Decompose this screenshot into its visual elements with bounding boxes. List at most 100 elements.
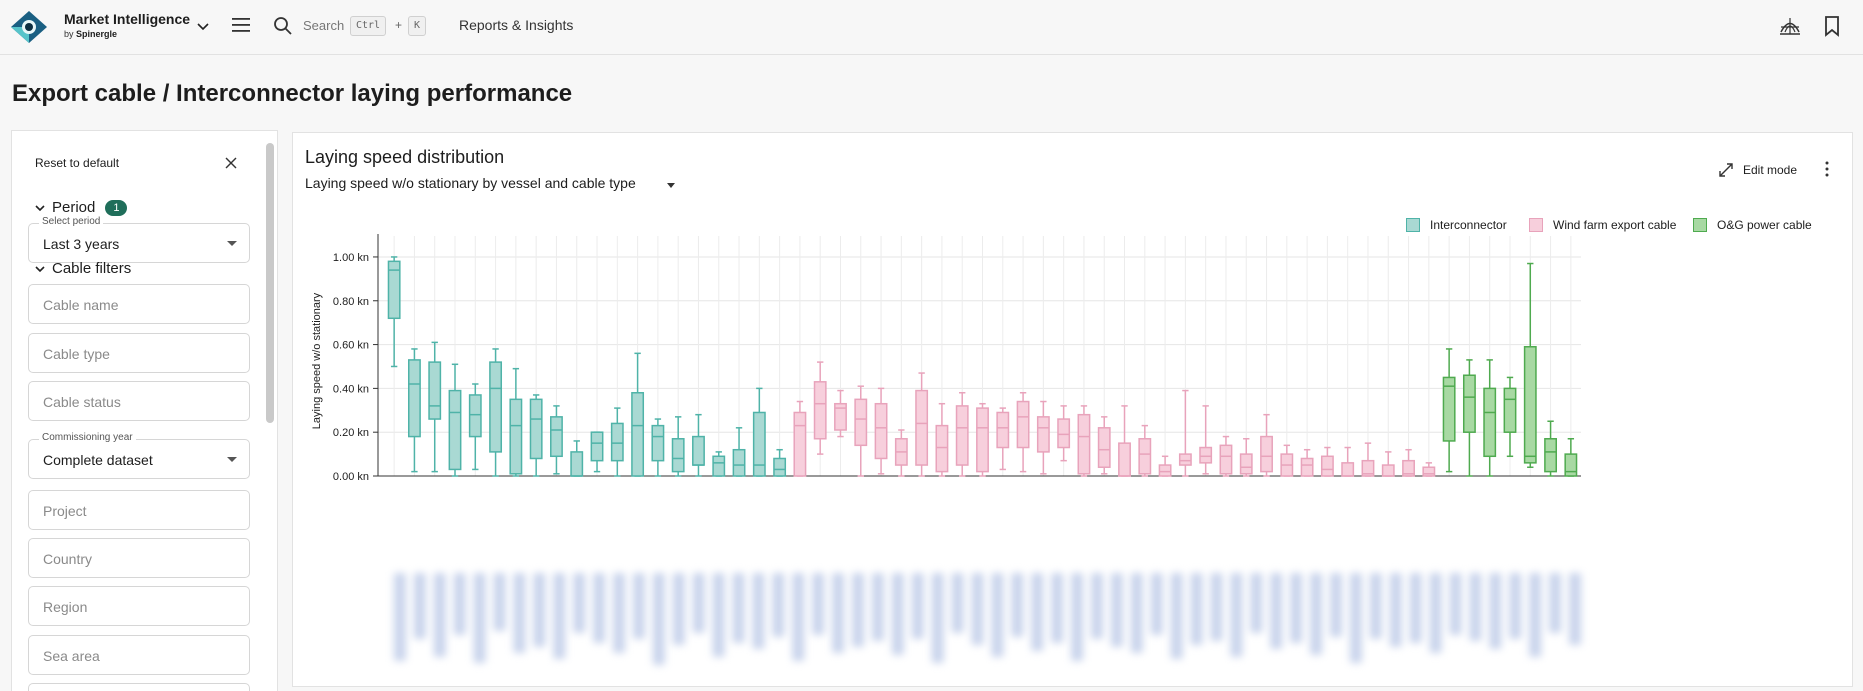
x-tick-label-blurred [1310,573,1323,655]
legend-item-og-power-cable[interactable]: O&G power cable [1693,217,1812,233]
box-interconnector[interactable] [489,348,503,477]
box-interconnector[interactable] [448,363,462,477]
box-wind-farm-export-cable[interactable] [1199,405,1213,475]
box-wind-farm-export-cable[interactable] [1097,416,1111,475]
hamburger-menu-icon[interactable] [232,17,250,33]
close-icon[interactable] [225,157,237,169]
box-wind-farm-export-cable[interactable] [1077,405,1091,477]
box-interconnector[interactable] [631,352,645,477]
app-switcher-chevron-icon[interactable] [196,19,210,33]
laying-speed-boxplot-chart: 0.00 kn 0.20 kn 0.40 kn 0.60 kn 0.80 kn 1.00 … [311,234,1581,483]
globe-icon[interactable] [1779,15,1801,37]
box-interconnector[interactable] [468,383,482,471]
box-wind-farm-export-cable[interactable] [935,402,949,477]
select-period-dropdown[interactable]: Select period Last 3 years [28,216,250,263]
box-interconnector[interactable] [408,348,421,473]
box-og-power-cable[interactable] [1503,376,1517,458]
box-og-power-cable[interactable] [1523,262,1537,468]
x-tick-label-blurred [1549,573,1562,633]
x-tick-label-blurred [453,573,466,635]
next-filter-field[interactable] [28,683,250,691]
expand-arrows-icon[interactable] [1718,162,1734,178]
box-interconnector[interactable] [590,431,604,473]
box-interconnector[interactable] [773,448,787,477]
x-tick-label-blurred [1469,573,1482,641]
reset-to-default-button[interactable]: Reset to default [35,156,120,170]
country-field[interactable]: Country [28,538,250,578]
box-wind-farm-export-cable[interactable] [854,385,868,477]
box-interconnector[interactable] [387,256,401,368]
box-wind-farm-export-cable[interactable] [874,387,888,475]
period-section-toggle[interactable]: Period 1 [34,199,128,216]
box-wind-farm-export-cable[interactable] [976,402,989,477]
legend-item-interconnector[interactable]: Interconnector [1406,217,1507,233]
box-interconnector[interactable] [752,387,766,477]
box-wind-farm-export-cable[interactable] [834,389,847,438]
box-wind-farm-export-cable[interactable] [1219,435,1233,477]
box-interconnector[interactable] [550,405,563,475]
project-field[interactable]: Project [28,490,250,530]
brand[interactable]: Market Intelligence by Spinergle [64,11,190,39]
box-wind-farm-export-cable[interactable] [1341,446,1355,477]
dropdown-caret-icon [227,457,237,462]
box-wind-farm-export-cable[interactable] [996,407,1010,471]
box-wind-farm-export-cable[interactable] [1118,405,1131,477]
box-interconnector[interactable] [692,413,705,477]
box-wind-farm-export-cable[interactable] [793,400,807,477]
box-wind-farm-export-cable[interactable] [1016,392,1030,473]
box-og-power-cable[interactable] [1544,420,1557,477]
box-wind-farm-export-cable[interactable] [1381,451,1395,477]
box-interconnector[interactable] [570,440,584,477]
box-wind-farm-export-cable[interactable] [1057,405,1071,462]
commissioning-year-dropdown[interactable]: Commissioning year Complete dataset [28,432,250,479]
box-interconnector[interactable] [732,427,746,477]
region-field[interactable]: Region [28,586,250,626]
box-og-power-cable[interactable] [1462,359,1476,477]
box-wind-farm-export-cable[interactable] [1158,455,1172,477]
box-interconnector[interactable] [509,367,523,477]
x-tick-label-blurred [1150,573,1163,635]
search-icon[interactable] [273,16,293,36]
brand-logo-icon[interactable] [10,10,48,44]
box-wind-farm-export-cable[interactable] [1361,442,1375,477]
box-og-power-cable[interactable] [1483,359,1497,477]
box-wind-farm-export-cable[interactable] [955,392,969,477]
box-wind-farm-export-cable[interactable] [1178,389,1192,477]
box-wind-farm-export-cable[interactable] [1036,400,1050,475]
box-interconnector[interactable] [712,451,726,477]
legend-item-wind-farm-export-cable[interactable]: Wind farm export cable [1529,217,1676,233]
cable-name-field[interactable]: Cable name [28,284,250,324]
sidebar-scrollbar[interactable] [266,143,274,423]
chart-metric-caret-icon[interactable] [667,183,675,188]
search-button-label[interactable]: Search [303,18,345,33]
box-interconnector[interactable] [610,407,624,477]
box-interconnector[interactable] [671,416,685,477]
cable-type-field[interactable]: Cable type [28,333,250,373]
sea-area-field[interactable]: Sea area [28,635,250,675]
box-og-power-cable[interactable] [1442,348,1456,473]
edit-mode-button[interactable]: Edit mode [1743,163,1798,177]
cable-filters-section-toggle[interactable]: Cable filters [34,260,131,277]
box-wind-farm-export-cable[interactable] [1239,438,1253,477]
nav-reports-insights[interactable]: Reports & Insights [459,17,574,33]
more-vertical-icon[interactable] [1824,160,1830,178]
box-interconnector[interactable] [428,341,442,473]
box-wind-farm-export-cable[interactable] [813,361,827,455]
x-tick-label-blurred [1409,573,1422,643]
chart-metric-select[interactable]: Laying speed w/o stationary by vessel an… [305,175,636,191]
box-wind-farm-export-cable[interactable] [1402,448,1415,477]
box-wind-farm-export-cable[interactable] [1260,413,1273,477]
box-wind-farm-export-cable[interactable] [1138,424,1152,477]
box-interconnector[interactable] [529,394,543,477]
bookmark-icon[interactable] [1823,15,1841,37]
cable-status-field[interactable]: Cable status [28,381,250,421]
box-wind-farm-export-cable[interactable] [1280,444,1294,477]
box-interconnector[interactable] [651,418,665,477]
box-wind-farm-export-cable[interactable] [1300,448,1314,477]
x-tick-label-blurred [1429,573,1442,653]
box-og-power-cable[interactable] [1564,438,1578,477]
box-wind-farm-export-cable[interactable] [1422,462,1436,477]
box-wind-farm-export-cable[interactable] [915,372,929,477]
box-wind-farm-export-cable[interactable] [1320,446,1334,477]
box-wind-farm-export-cable[interactable] [894,429,908,477]
